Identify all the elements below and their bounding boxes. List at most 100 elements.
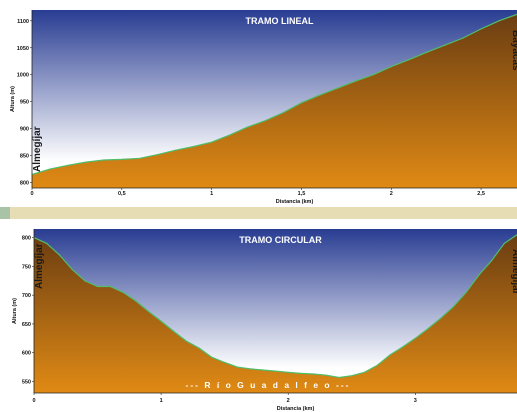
profile-point (376, 364, 378, 366)
profile-point (262, 369, 264, 371)
terrain-area (32, 14, 517, 188)
profile-point (313, 373, 315, 375)
profile-point (173, 330, 175, 332)
profile-point (122, 291, 124, 293)
profile-point (414, 337, 416, 339)
profile-point (67, 164, 69, 166)
profile-point (211, 356, 213, 358)
profile-point (480, 28, 482, 30)
profile-point (372, 74, 374, 76)
profile-point (408, 59, 410, 61)
place-annotation: Almegíjar (510, 249, 517, 295)
profile-point (85, 161, 87, 163)
profile-point (109, 285, 111, 288)
profile-point (224, 361, 226, 364)
profile-point (318, 94, 320, 96)
profile-point (402, 346, 404, 348)
profile-point (121, 158, 123, 160)
profile-point (390, 66, 392, 68)
x-axis-title: Distancia (km) (277, 406, 315, 412)
profile-point (147, 310, 149, 312)
profile-point (452, 306, 454, 308)
y-tick-label: 700 (22, 293, 31, 299)
profile-point (462, 37, 464, 39)
profile-point (440, 317, 442, 319)
panel-divider (10, 207, 517, 219)
x-tick-label: 0 (30, 191, 33, 197)
chart-lineal: 800 850 900 950 1000 1050 1100 0 0,5 1 1,5 2 2,5 Dist… (10, 10, 517, 205)
profile-point (338, 376, 340, 379)
profile-point (97, 285, 99, 288)
profile-point (287, 371, 289, 373)
y-tick-label: 750 (22, 264, 31, 270)
profile-point (427, 328, 429, 330)
chart-circular: 550 600 650 700 750 800 0 1 2 3 Distancia (km) Altu… (12, 229, 517, 412)
y-tick-label: 1100 (17, 19, 29, 25)
y-tick-label: 950 (20, 100, 29, 106)
y-tick-label: 800 (22, 236, 31, 242)
profile-point (229, 134, 231, 136)
profile-point (363, 371, 366, 373)
elevation-profile-line (31, 13, 517, 176)
profile-point (71, 268, 73, 270)
place-annotation: --- R í o G u a d a l f e o --- (186, 380, 351, 390)
x-tick-label: 2,5 (477, 191, 485, 197)
terrain-area (34, 234, 517, 393)
chart-title: TRAMO LINEAL (246, 16, 314, 26)
place-annotation: Almegíjar (34, 243, 45, 289)
profile-point (336, 87, 338, 89)
profile-point (84, 280, 86, 282)
y-tick-label: 800 (20, 181, 29, 187)
profile-point (503, 242, 505, 244)
profile-point (282, 111, 285, 114)
y-axis-title: Altura (m) (12, 298, 18, 324)
y-tick-label: 600 (22, 351, 31, 357)
profile-point (58, 254, 61, 256)
x-tick-label: 0,5 (118, 191, 126, 197)
x-tick-label: 1 (210, 191, 213, 197)
x-tick-label: 1 (160, 398, 163, 404)
x-tick-label: 2 (390, 191, 393, 197)
profile-point (135, 300, 137, 302)
y-tick-label: 650 (22, 322, 31, 328)
profile-point (491, 260, 493, 262)
profile-point (49, 168, 51, 170)
profile-point (175, 149, 177, 151)
x-tick-label: 0 (32, 398, 35, 404)
profile-point (274, 370, 277, 372)
profile-point (325, 374, 327, 376)
profile-point (211, 141, 213, 143)
y-tick-label: 1050 (17, 46, 29, 52)
x-tick-label: 2 (287, 398, 290, 404)
profile-point (264, 120, 267, 122)
place-annotation: Almegíjar (32, 126, 43, 172)
profile-point (198, 347, 200, 349)
profile-point (300, 102, 302, 104)
profile-point (351, 375, 353, 377)
x-tick-label: 3 (414, 398, 417, 404)
profile-point (157, 154, 159, 156)
profile-point (139, 157, 141, 159)
profile-point (46, 242, 48, 244)
x-tick-label: 1,5 (298, 191, 306, 197)
profile-point (185, 340, 188, 342)
chart-title: TRAMO CIRCULAR (239, 235, 322, 245)
profile-point (236, 366, 238, 368)
place-annotation: Bayacas (510, 30, 517, 71)
profile-point (465, 291, 467, 293)
y-tick-label: 900 (20, 127, 29, 133)
profile-point (249, 368, 251, 370)
profile-point (498, 20, 500, 22)
profile-point (300, 372, 302, 374)
profile-point (389, 354, 391, 356)
profile-point (247, 126, 249, 128)
profile-point (193, 145, 195, 148)
profile-point (354, 80, 356, 82)
profile-point (444, 44, 446, 46)
profile-point (478, 274, 480, 276)
x-axis-title: Distancia (km) (276, 199, 314, 205)
profile-point (103, 159, 105, 161)
y-axis-title: Altura (m) (10, 86, 16, 112)
y-tick-label: 850 (20, 154, 29, 160)
y-tick-label: 1000 (17, 73, 29, 79)
